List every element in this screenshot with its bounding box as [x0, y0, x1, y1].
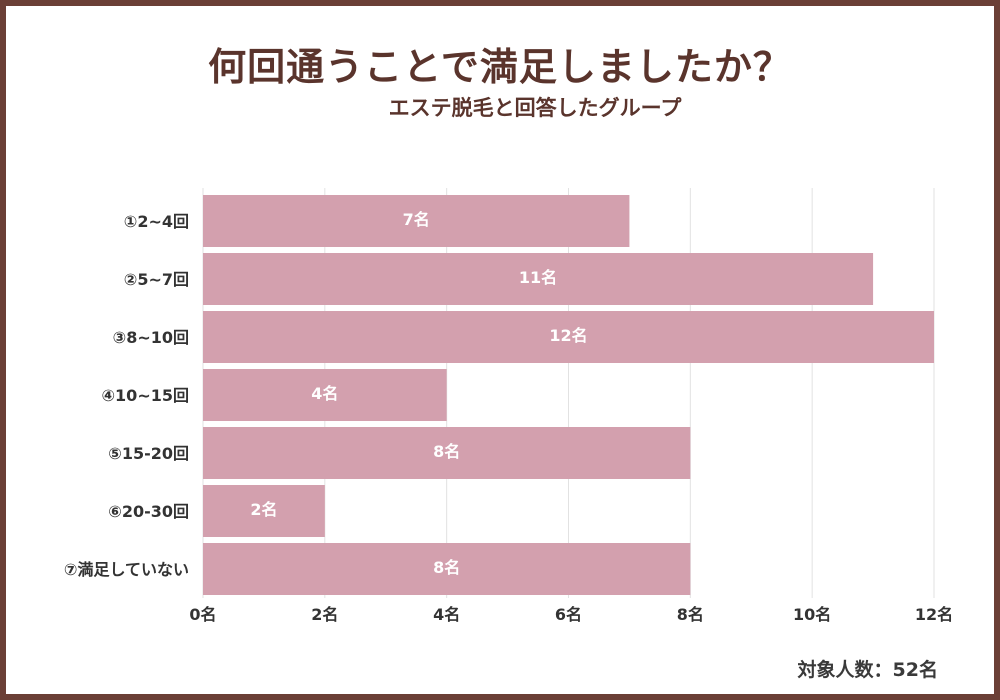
data-labels: 7名 11名 12名 4名 8名 2名 8名	[250, 210, 587, 577]
category-label: ②5~7回	[124, 270, 189, 289]
category-label: ⑥20-30回	[108, 502, 189, 521]
data-label: 8名	[433, 558, 460, 577]
bars	[203, 195, 934, 595]
sample-size-note: 対象人数：52名	[797, 659, 938, 681]
bar	[203, 253, 874, 305]
bar	[203, 311, 934, 363]
x-tick-label: 8名	[677, 605, 704, 624]
chart-subtitle: エステ脱毛と回答したグループ	[388, 96, 682, 120]
category-label: ③8~10回	[113, 328, 189, 347]
data-label: 12名	[549, 326, 587, 345]
chart-title: 何回通うことで満足しましたか？	[208, 45, 792, 89]
category-label: ④10~15回	[102, 386, 190, 405]
bar	[203, 543, 691, 595]
x-tick-label: 4名	[433, 605, 460, 624]
bar	[203, 427, 691, 479]
category-label: ⑤15-20回	[108, 444, 189, 463]
category-labels: ①2~4回 ②5~7回 ③8~10回 ④10~15回 ⑤15-20回 ⑥20-30回 ⑦満足…	[64, 212, 189, 579]
data-label: 8名	[433, 442, 460, 461]
x-tick-label: 12名	[915, 605, 953, 624]
data-label: 7名	[403, 210, 430, 229]
bar	[203, 195, 630, 247]
data-label: 4名	[311, 384, 338, 403]
x-tick-label: 6名	[555, 605, 582, 624]
x-tick-label: 2名	[311, 605, 338, 624]
category-label: ⑦満足していない	[64, 560, 189, 579]
x-tick-label: 0名	[189, 605, 216, 624]
bar	[203, 485, 325, 537]
x-tick-labels: 0名 2名 4名 6名 8名 10名 12名	[189, 605, 953, 624]
data-label: 2名	[250, 500, 277, 519]
x-tick-label: 10名	[793, 605, 831, 624]
bar	[203, 369, 447, 421]
category-label: ①2~4回	[124, 212, 189, 231]
data-label: 11名	[519, 268, 557, 287]
